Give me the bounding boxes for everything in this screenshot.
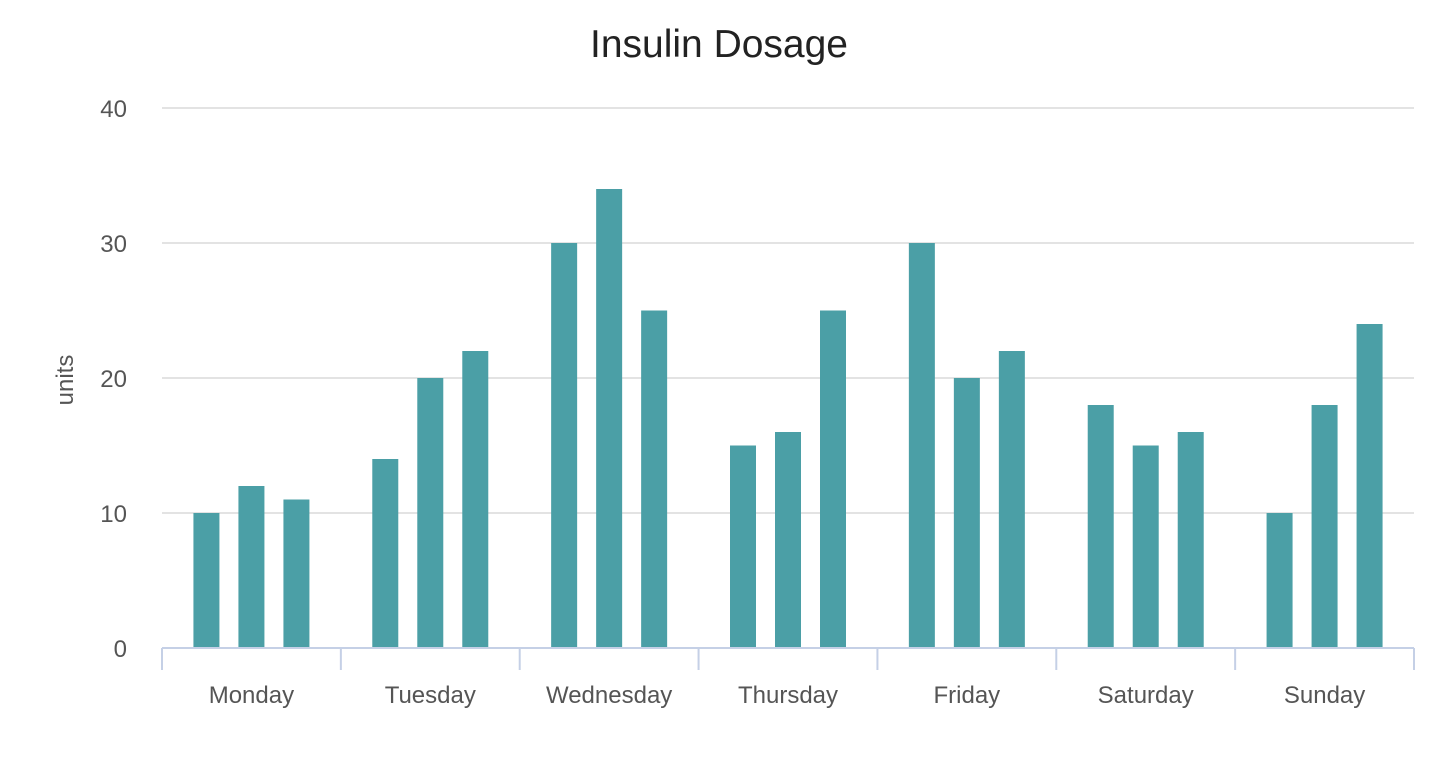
bar xyxy=(462,351,489,648)
x-tick-label: Sunday xyxy=(1284,682,1365,709)
bar xyxy=(1087,405,1114,648)
bar xyxy=(998,351,1025,648)
y-tick-label: 20 xyxy=(100,366,127,393)
bar xyxy=(641,310,668,648)
bar xyxy=(1132,445,1159,648)
y-tick-label: 0 xyxy=(114,636,127,663)
x-tick-label: Wednesday xyxy=(546,682,672,709)
y-tick-label: 30 xyxy=(100,231,127,258)
bar xyxy=(596,189,623,648)
bar xyxy=(1311,405,1338,648)
x-tick-label: Saturday xyxy=(1098,682,1194,709)
bar xyxy=(193,513,220,648)
y-axis-ticks: 0 10 20 30 40 xyxy=(100,96,127,663)
x-tick-label: Friday xyxy=(934,682,1001,709)
bar xyxy=(953,378,980,648)
bars xyxy=(193,189,1383,648)
bar xyxy=(417,378,444,648)
bar xyxy=(1356,324,1383,648)
y-axis-title: units xyxy=(52,355,79,406)
y-tick-label: 40 xyxy=(100,96,127,123)
bar xyxy=(551,243,578,648)
bar xyxy=(283,499,310,648)
bar xyxy=(1266,513,1293,648)
bar xyxy=(820,310,846,648)
bar xyxy=(1177,432,1204,648)
bar xyxy=(238,486,265,648)
x-axis: Monday Tuesday Wednesday Thursday Friday Satu… xyxy=(161,647,1415,709)
chart-title: Insulin Dosage xyxy=(590,23,848,66)
bar xyxy=(775,432,801,648)
bar xyxy=(908,243,935,648)
x-tick-label: Tuesday xyxy=(385,682,476,709)
y-tick-label: 10 xyxy=(100,501,127,528)
bar xyxy=(372,459,399,648)
x-tick-label: Monday xyxy=(209,682,294,709)
x-tick-label: Thursday xyxy=(738,682,838,709)
bar xyxy=(730,445,756,648)
